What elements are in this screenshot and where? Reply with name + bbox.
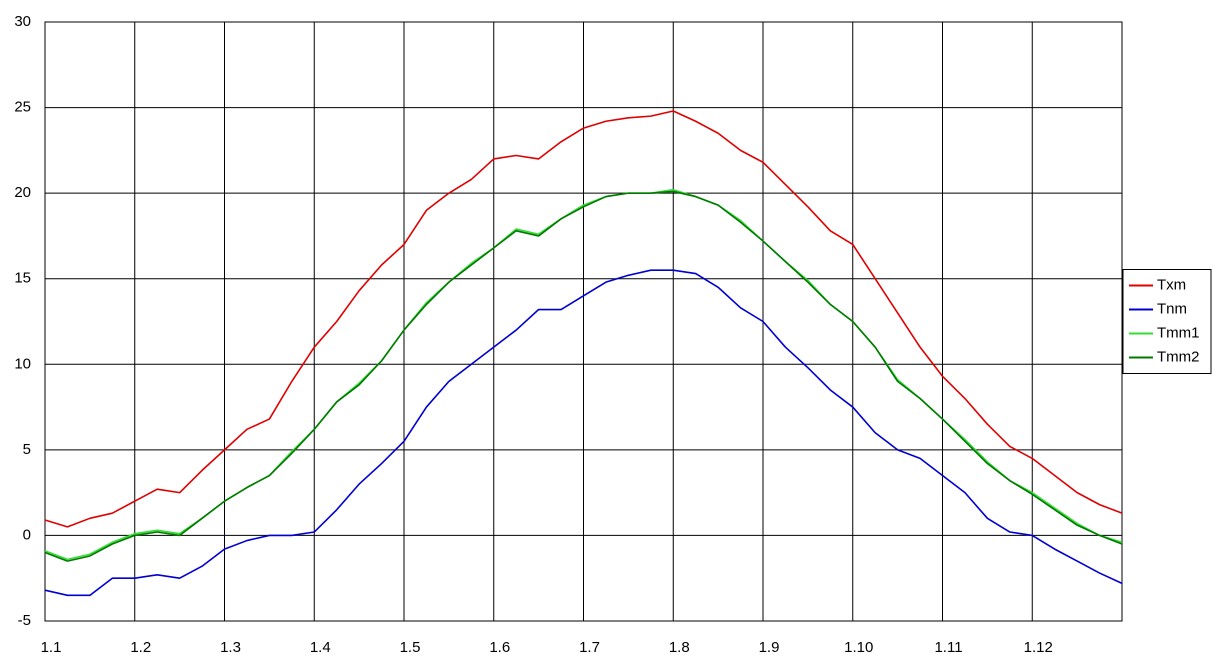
series-line bbox=[44, 269, 1123, 597]
y-tick-label: -5 bbox=[18, 612, 31, 629]
x-tick-label: 1.5 bbox=[400, 639, 421, 656]
y-tick-label: 25 bbox=[14, 99, 31, 116]
y-tick-label: 15 bbox=[14, 270, 31, 287]
y-tick-label: 0 bbox=[23, 526, 31, 543]
x-tick-label: 1.7 bbox=[579, 639, 600, 656]
x-tick-label: 1.10 bbox=[844, 639, 873, 656]
x-tick-label: 1.4 bbox=[310, 639, 331, 656]
x-tick-label: 1.12 bbox=[1024, 639, 1053, 656]
series-line bbox=[44, 110, 1123, 528]
x-tick-label: 1.8 bbox=[669, 639, 690, 656]
x-tick-label: 1.11 bbox=[934, 639, 962, 656]
x-tick-label: 1.9 bbox=[759, 639, 780, 656]
legend-box bbox=[1122, 269, 1212, 374]
x-tick-label: 1.3 bbox=[220, 639, 241, 656]
legend-label: Txm bbox=[1157, 276, 1186, 293]
legend-label: Tmm2 bbox=[1157, 348, 1200, 365]
series-line bbox=[44, 190, 1123, 562]
legend-label: Tmm1 bbox=[1157, 324, 1200, 341]
x-tick-label: 1.1 bbox=[41, 639, 62, 656]
x-tick-label: 1.6 bbox=[489, 639, 510, 656]
y-tick-label: 5 bbox=[23, 441, 31, 458]
y-tick-label: 20 bbox=[14, 184, 31, 201]
y-tick-label: 30 bbox=[14, 13, 31, 30]
x-tick-label: 1.2 bbox=[130, 639, 151, 656]
legend-label: Tnm bbox=[1157, 300, 1187, 317]
plot-border bbox=[44, 21, 1123, 622]
y-tick-label: 10 bbox=[14, 355, 31, 372]
